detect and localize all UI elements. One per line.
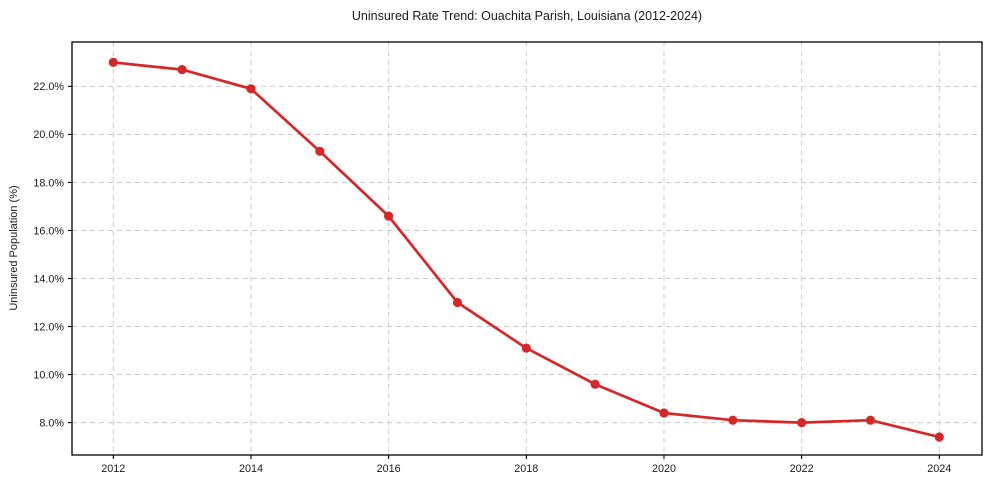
data-point [934,432,944,442]
y-tick-label: 16.0% [33,225,64,237]
x-tick-label: 2024 [927,463,951,475]
x-tick-label: 2014 [239,463,263,475]
plot-border [71,41,983,456]
x-tick-label: 2018 [514,463,538,475]
data-point [659,408,669,418]
data-point [384,211,394,221]
data-point [315,146,325,156]
x-tick-label: 2016 [377,463,401,475]
x-tick-label: 2022 [790,463,814,475]
x-tick-label: 2012 [101,463,125,475]
data-point [590,379,600,389]
y-tick-label: 20.0% [33,129,64,141]
y-tick-label: 18.0% [33,177,64,189]
plot-background [72,42,982,455]
y-tick-label: 10.0% [33,369,64,381]
data-point [521,343,531,353]
data-point [108,57,118,67]
data-point [797,418,807,428]
y-tick-label: 22.0% [33,81,64,93]
y-tick-label: 8.0% [39,417,64,429]
data-point [728,415,738,425]
y-tick-label: 14.0% [33,273,64,285]
data-point [177,65,187,75]
x-tick-label: 2020 [652,463,676,475]
chart-title: Uninsured Rate Trend: Ouachita Parish, L… [351,9,703,23]
data-point [865,415,876,425]
data-point [246,84,256,94]
data-point [452,297,463,308]
y-tick-label: 12.0% [33,321,64,333]
y-axis-label: Uninsured Population (%) [8,185,20,311]
